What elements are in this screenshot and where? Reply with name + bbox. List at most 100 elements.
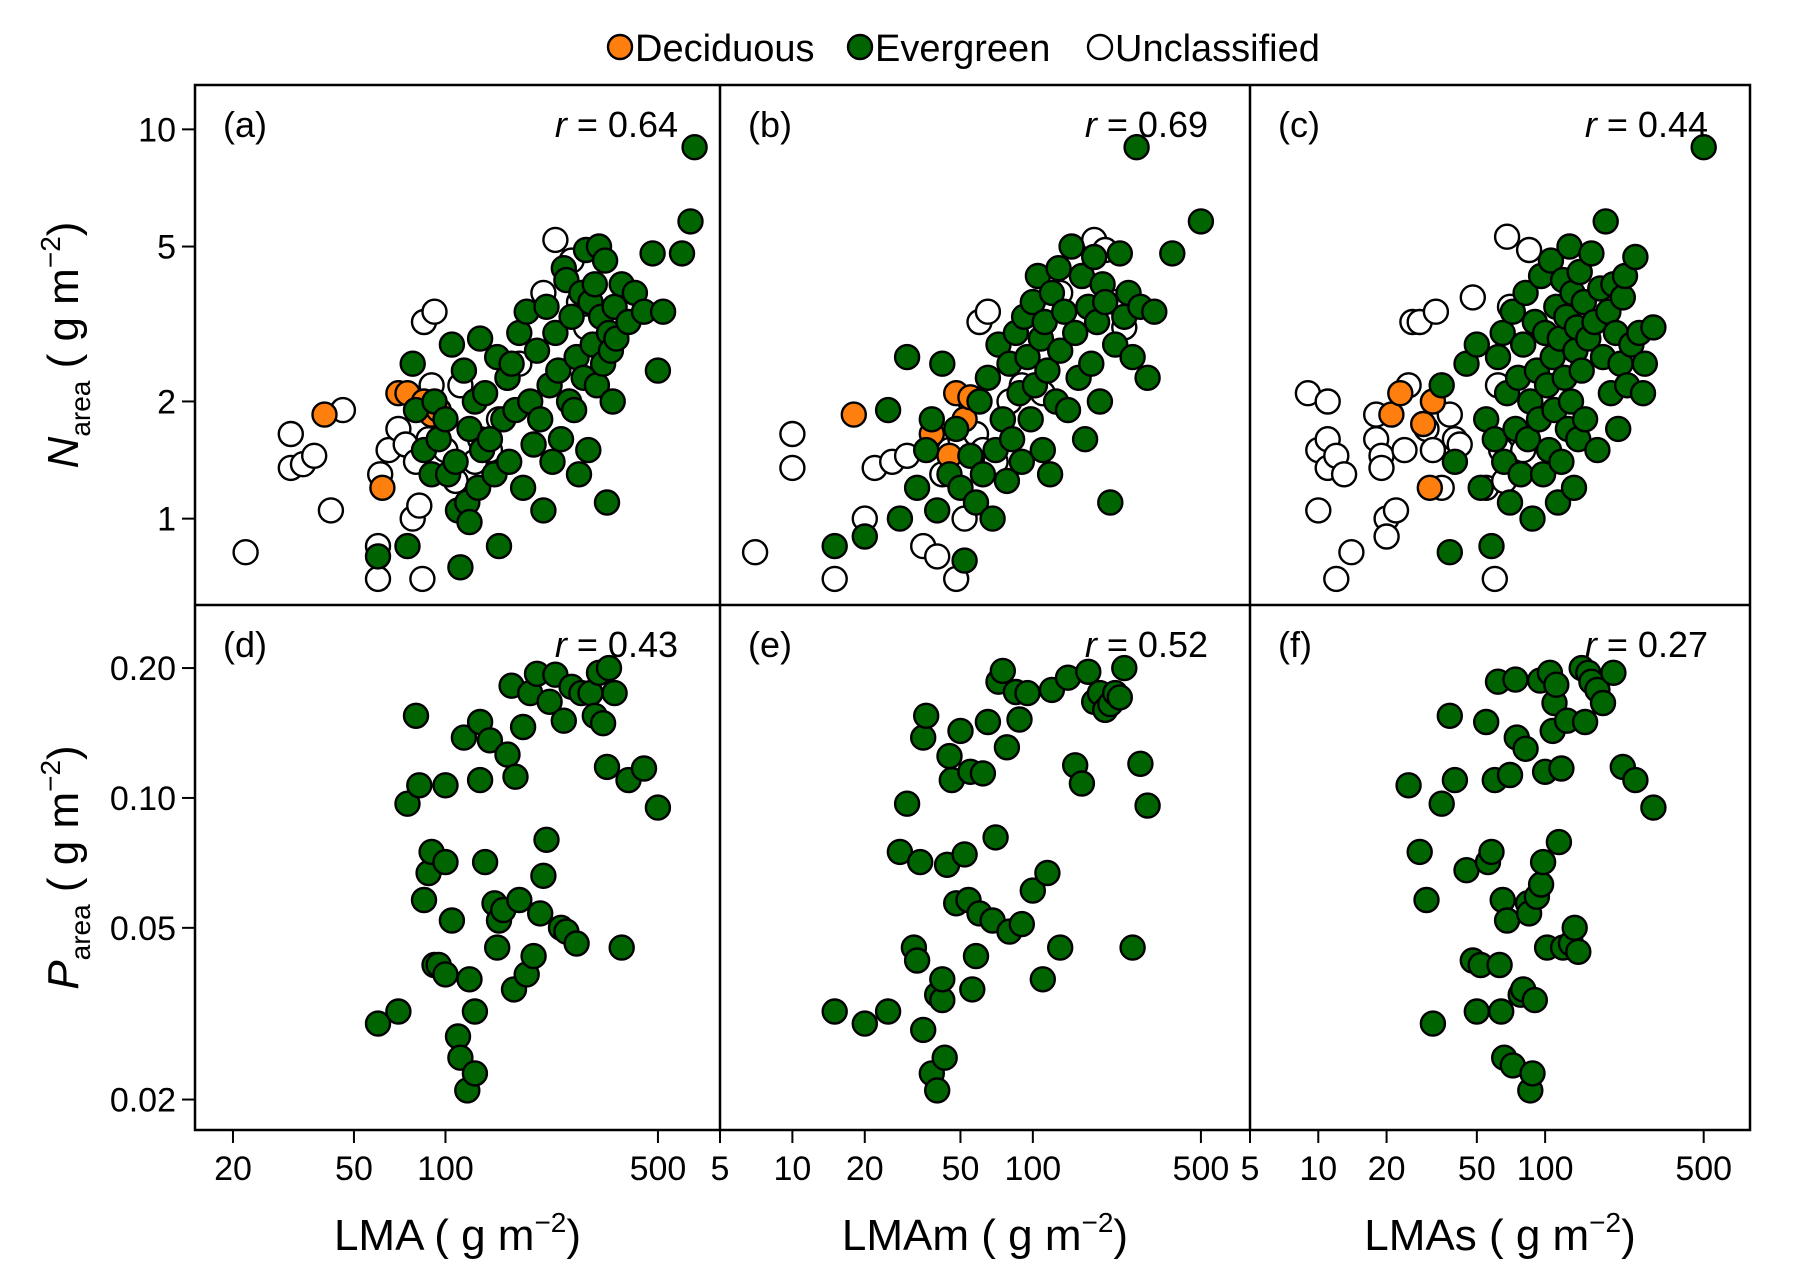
data-point-evergreen <box>907 848 934 876</box>
data-point-evergreen <box>929 966 956 993</box>
data-point-evergreen <box>630 755 658 782</box>
data-point-evergreen <box>974 708 1002 736</box>
data-point-unclassified <box>1368 454 1395 482</box>
x-axis-unit-close: ) <box>1621 1211 1636 1260</box>
panels: (a) r = 0.64 (b) r = 0.69 (c) r = 0.44 (d) r = … <box>223 104 1717 1104</box>
y-axis-title: Narea ( g m−2) <box>35 222 96 469</box>
x-tick-label: 500 <box>1675 1150 1732 1188</box>
data-point-unclassified <box>409 565 436 593</box>
data-point-evergreen <box>936 742 963 770</box>
data-point-evergreen <box>1592 208 1619 235</box>
data-point-evergreen <box>1463 331 1491 358</box>
series-evergreen <box>1428 133 1717 566</box>
data-point-evergreen <box>608 934 635 961</box>
legend-marker <box>1086 33 1114 61</box>
data-point-evergreen <box>1512 279 1539 307</box>
data-point-evergreen <box>509 713 537 741</box>
legend: Deciduous Evergreen Unclassified <box>606 28 1320 70</box>
data-point-evergreen <box>1548 448 1575 475</box>
correlation-symbol: r <box>1585 104 1599 145</box>
data-point-evergreen <box>509 474 537 501</box>
x-axis-title: LMA ( g m−2) <box>334 1207 581 1260</box>
data-point-unclassified <box>317 497 345 524</box>
correlation-label: r = 0.43 <box>555 624 678 665</box>
data-point-evergreen <box>1029 966 1057 993</box>
data-point-evergreen <box>1493 907 1521 934</box>
data-point-evergreen <box>1068 770 1096 797</box>
data-point-evergreen <box>450 357 478 384</box>
x-tick-label: 20 <box>214 1150 252 1188</box>
data-point-evergreen <box>1545 828 1573 856</box>
data-point-evergreen <box>1034 357 1061 384</box>
x-axis-unit: ( g m <box>969 1211 1081 1260</box>
data-point-evergreen <box>1472 708 1500 736</box>
data-point-evergreen <box>1054 396 1082 424</box>
data-point-evergreen <box>1019 877 1047 904</box>
x-tick-label: 50 <box>335 1150 373 1188</box>
data-point-evergreen <box>432 406 459 433</box>
data-point-evergreen <box>668 240 696 267</box>
x-tick-label: 5 <box>1241 1150 1260 1188</box>
x-tick-label: 10 <box>773 1150 811 1188</box>
x-axis-unit: ( g m <box>422 1211 534 1260</box>
data-point-evergreen <box>1568 357 1595 384</box>
data-point-evergreen <box>1097 489 1124 516</box>
data-point-evergreen <box>461 998 489 1025</box>
data-point-evergreen <box>913 702 940 729</box>
x-axis-variable: LMA <box>334 1211 425 1260</box>
data-point-evergreen <box>974 364 1002 391</box>
data-point-unclassified <box>1323 565 1350 593</box>
data-point-unclassified <box>974 298 1002 325</box>
data-point-evergreen <box>962 942 990 970</box>
data-point-evergreen <box>1014 343 1041 371</box>
x-axis-lmam: 5 10 20 50 100 500 LMAm ( g m−2) <box>711 1130 1229 1260</box>
data-point-evergreen <box>601 679 628 707</box>
data-point-evergreen <box>903 947 931 974</box>
data-point-evergreen <box>494 741 521 768</box>
data-point-unclassified <box>232 539 259 566</box>
legend-marker <box>606 33 634 61</box>
correlation-symbol: r <box>1585 624 1599 665</box>
data-point-evergreen <box>394 532 421 560</box>
series-evergreen <box>364 133 708 581</box>
correlation-value: = 0.52 <box>1097 624 1208 665</box>
data-point-evergreen <box>520 942 547 970</box>
data-point-evergreen <box>998 426 1026 453</box>
panel-c: (c) r = 0.44 <box>1278 104 1717 593</box>
data-point-evergreen <box>979 505 1006 532</box>
data-point-unclassified <box>406 492 433 519</box>
data-point-evergreen <box>402 702 430 729</box>
data-point-evergreen <box>644 794 672 821</box>
data-point-evergreen <box>1045 255 1072 282</box>
data-point-evergreen <box>1058 233 1085 260</box>
correlation-label: r = 0.52 <box>1085 624 1208 665</box>
data-point-evergreen <box>530 862 557 889</box>
data-point-evergreen <box>506 886 533 914</box>
correlation-value: = 0.64 <box>567 104 678 145</box>
data-point-evergreen <box>1529 461 1557 488</box>
data-point-evergreen <box>931 1044 958 1071</box>
data-point-evergreen <box>1571 406 1599 433</box>
data-point-unclassified <box>364 565 392 593</box>
data-point-evergreen <box>1561 914 1588 941</box>
data-point-evergreen <box>1589 689 1617 717</box>
data-point-evergreen <box>1622 766 1649 794</box>
y-axis-unit: ( g m <box>39 268 88 380</box>
data-point-evergreen <box>993 467 1021 495</box>
data-point-evergreen <box>982 824 1009 851</box>
series-evergreen <box>364 654 672 1104</box>
y-tick-label: 2 <box>157 383 176 421</box>
panel-label: (a) <box>223 104 267 145</box>
legend-label: Deciduous <box>635 28 815 70</box>
data-point-deciduous <box>1416 474 1444 501</box>
data-point-evergreen <box>947 717 974 745</box>
data-point-evergreen <box>1187 208 1215 235</box>
panel-label: (f) <box>1278 624 1312 665</box>
data-point-evergreen <box>456 966 483 993</box>
data-point-evergreen <box>565 461 593 488</box>
data-point-evergreen <box>539 448 566 475</box>
series-evergreen <box>821 654 1161 1104</box>
correlation-label: r = 0.27 <box>1585 624 1708 665</box>
data-point-evergreen <box>969 461 997 488</box>
data-point-evergreen <box>1690 133 1717 161</box>
